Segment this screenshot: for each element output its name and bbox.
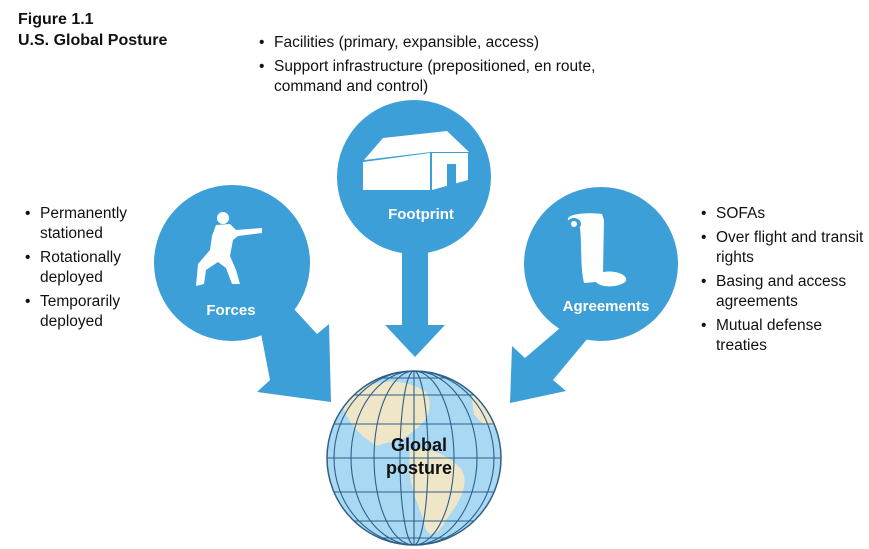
forces-bullets: Permanently stationed Rotationally deplo… [24, 204, 164, 336]
house-icon [363, 131, 469, 190]
soldier-icon [196, 212, 262, 286]
footprint-bullet: Support infrastructure (prepositioned, e… [258, 57, 598, 97]
forces-label: Forces [206, 302, 255, 319]
global-posture-label-line1: Global [391, 435, 447, 455]
agreements-label: Agreements [563, 298, 650, 315]
footprint-bullet: Facilities (primary, expansible, access) [258, 33, 598, 53]
agreements-bullet: Basing and access agreements [700, 272, 865, 312]
scroll-icon [567, 213, 627, 287]
agreements-bullet: Mutual defense treaties [700, 316, 865, 356]
global-posture-label-line2: posture [386, 458, 452, 478]
agreements-bullet: SOFAs [700, 204, 865, 224]
forces-bullet: Temporarily deployed [24, 292, 164, 332]
footprint-label: Footprint [388, 206, 454, 223]
agreements-arrow [510, 322, 588, 403]
forces-bullet: Rotationally deployed [24, 248, 164, 288]
footprint-bullets: Facilities (primary, expansible, access)… [258, 33, 598, 101]
globe-icon [326, 370, 502, 546]
figure-title: U.S. Global Posture [18, 32, 168, 49]
agreements-bullet: Over flight and transit rights [700, 228, 865, 268]
agreements-bullets: SOFAs Over flight and transit rights Bas… [700, 204, 865, 360]
figure-number: Figure 1.1 [18, 11, 94, 28]
footprint-arrow [385, 232, 445, 357]
forces-bullet: Permanently stationed [24, 204, 164, 244]
